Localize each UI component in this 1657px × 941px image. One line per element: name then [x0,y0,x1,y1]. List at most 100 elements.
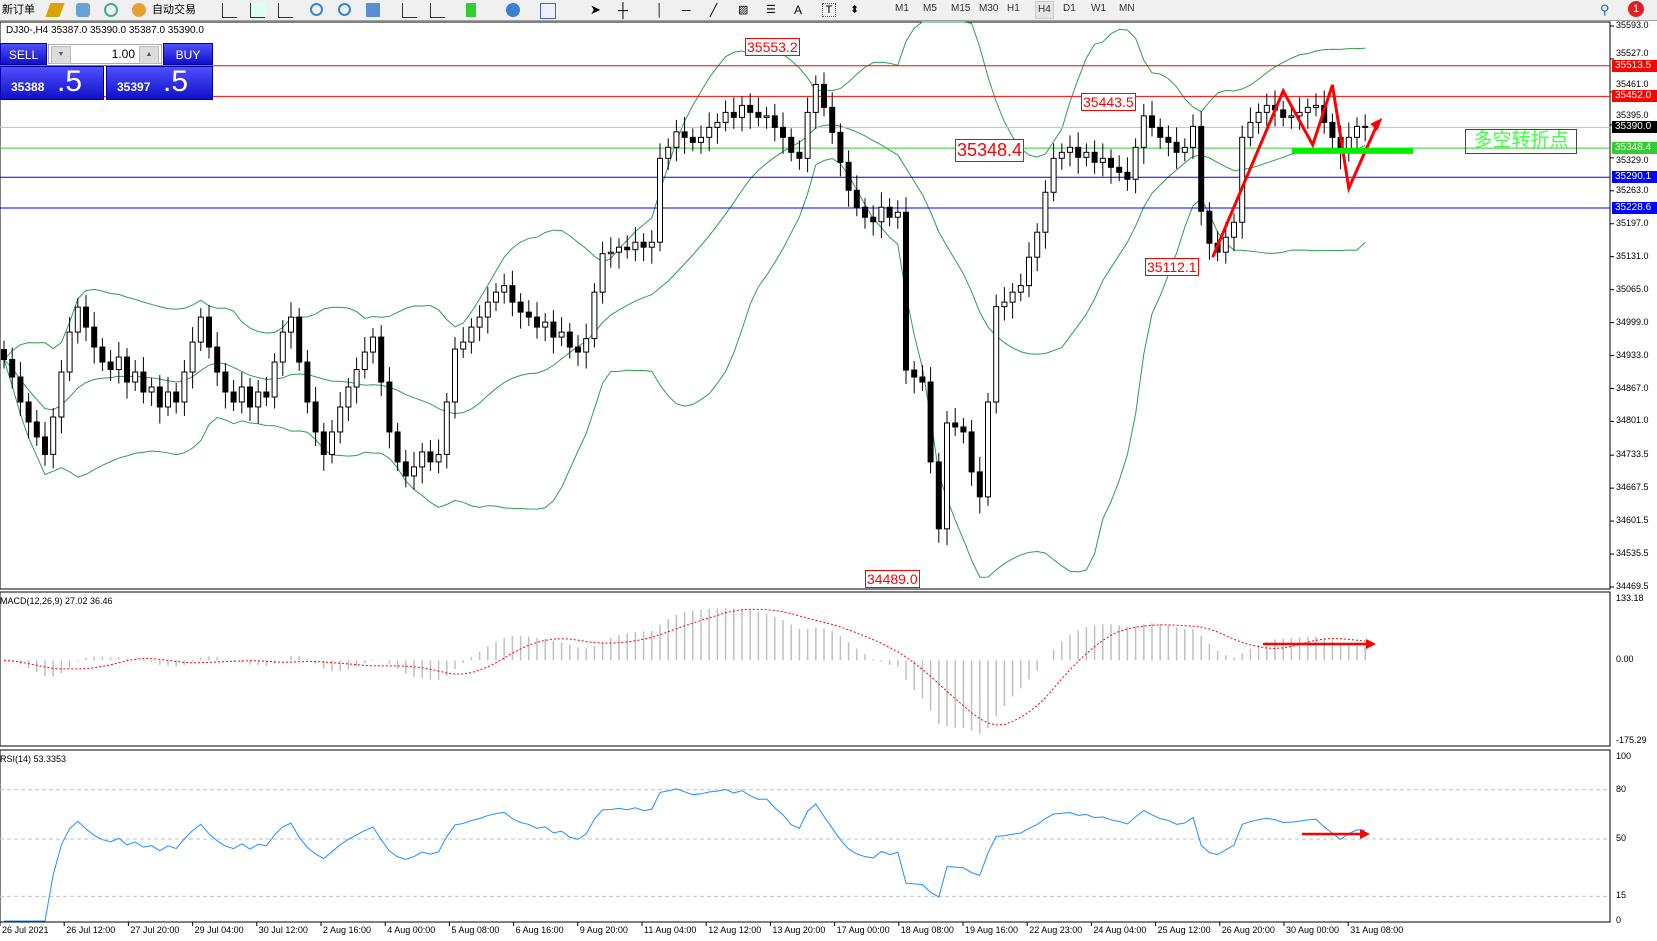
market-watch-icon[interactable] [104,3,118,17]
candle [640,241,647,248]
candle [353,369,360,388]
cursor-icon[interactable]: ➤ [590,2,601,17]
low-price-label[interactable]: 34489.0 [865,570,920,588]
lot-size-stepper[interactable]: ▼ 1.00 ▲ [48,44,162,64]
candle [263,391,270,398]
timeframe-h4[interactable]: H4 [1035,1,1054,19]
candle [247,386,253,408]
candle [402,461,409,477]
timeframe-m15[interactable]: M15 [951,3,971,14]
candle [140,371,147,393]
pivot-zone-bar[interactable] [1292,147,1413,154]
zoom-out-icon[interactable] [338,3,351,16]
price-line-tag[interactable]: 35513.5 [1612,59,1657,72]
timeframe-m5[interactable]: M5 [923,3,937,14]
autoscroll-icon[interactable] [430,3,445,18]
candle [493,291,499,303]
price-line-tag[interactable]: 35452.0 [1612,90,1657,103]
candle [1198,125,1205,212]
sell-button[interactable]: SELL [0,43,47,65]
price-line-tag[interactable]: 35390.0 [1612,121,1657,134]
timeframe-mn[interactable]: MN [1119,3,1135,14]
auto-trading-button[interactable]: 自动交易 [152,4,196,16]
chart-shift-icon[interactable] [402,3,417,18]
candle [296,316,303,363]
price-line-tag[interactable]: 35228.6 [1612,201,1657,214]
price-tick-label: 34933.0 [1616,349,1649,360]
buy-button[interactable]: BUY [163,43,213,65]
timeframe-h1[interactable]: H1 [1007,3,1020,14]
crosshair-icon[interactable]: ┼ [618,2,628,18]
toolbar: 新订单 自动交易 ➤ ┼ │ ─ ╱ ▨ ☰ A T ⬍ M1 M5 M15 M30 H… [0,0,1657,21]
lot-decrease-button[interactable]: ▼ [51,46,71,64]
candle [566,331,573,348]
candle [427,451,434,463]
terminal-icon[interactable] [76,3,90,17]
candle [1206,210,1213,244]
candlestick-chart-icon[interactable] [250,3,265,18]
templates-icon[interactable] [540,3,556,19]
time-tick-label: 12 Aug 12:00 [708,925,762,935]
price-tick-label: 34469.5 [1616,581,1649,591]
candle [1231,221,1237,238]
candle [886,206,893,218]
tile-windows-icon[interactable] [366,3,380,17]
text-label-icon[interactable]: T [822,3,836,17]
time-tick-label: 26 Aug 20:00 [1221,925,1275,935]
equidistant-channel-icon[interactable]: ▨ [738,4,749,16]
recent-low-price-label[interactable]: 35112.1 [1145,258,1199,276]
candle [1329,121,1336,138]
arrows-icon[interactable]: ⬍ [850,4,860,16]
notification-badge[interactable]: 1 [1628,1,1644,17]
mid-high-price-label[interactable]: 35443.5 [1081,93,1136,111]
search-icon[interactable]: ⚲ [1600,2,1610,17]
buy-price-button[interactable]: 35397 .5 [106,65,213,100]
new-order-button[interactable]: 新订单 [2,4,35,16]
candle [927,381,934,463]
candle [25,401,32,423]
timeframe-m1[interactable]: M1 [895,3,909,14]
bar-chart-icon[interactable] [222,3,237,18]
timeframe-w1[interactable]: W1 [1091,3,1106,14]
price-line-tag[interactable]: 35290.1 [1612,171,1657,184]
rsi-title: RSI(14) 53.3353 [0,754,67,764]
candle [862,206,868,218]
fibonacci-icon[interactable]: ☰ [766,4,776,16]
candle [1108,157,1114,168]
candle [821,83,827,108]
navigator-icon[interactable] [45,3,65,17]
vertical-line-icon[interactable]: │ [656,3,664,17]
trendline-icon[interactable]: ╱ [710,3,718,17]
candle [329,431,335,455]
candle [616,246,622,253]
candle [1165,136,1172,143]
rsi-line [4,788,1366,922]
candle [42,436,48,455]
horizontal-line-icon[interactable]: ─ [682,3,691,17]
pivot-price-label[interactable]: 35348.4 [955,139,1025,162]
time-tick-label: 11 Aug 04:00 [644,925,697,935]
candle [993,306,1000,403]
zoom-in-icon[interactable] [310,3,323,16]
text-icon[interactable]: A [794,3,803,17]
auto-trading-icon[interactable] [132,3,146,17]
candle [1,349,7,361]
price-line-tag[interactable]: 35348.4 [1612,142,1657,155]
candle [1001,301,1008,308]
candle [681,131,688,138]
indicators-icon[interactable] [466,3,476,17]
candle [853,189,860,208]
pivot-note-label[interactable]: 多空转折点 [1465,129,1577,154]
timeframe-d1[interactable]: D1 [1063,3,1076,14]
line-chart-icon[interactable] [278,3,293,18]
periods-icon[interactable] [506,3,520,17]
candle [952,422,959,428]
candle [419,451,426,468]
lot-size-value[interactable]: 1.00 [111,47,135,61]
sell-price-button[interactable]: 35388 .5 [0,65,104,100]
high-price-label[interactable]: 35553.2 [745,38,800,56]
timeframe-m30[interactable]: M30 [979,3,999,14]
time-tick-label: 2 Aug 16:00 [323,925,372,935]
lot-increase-button[interactable]: ▲ [139,46,159,64]
